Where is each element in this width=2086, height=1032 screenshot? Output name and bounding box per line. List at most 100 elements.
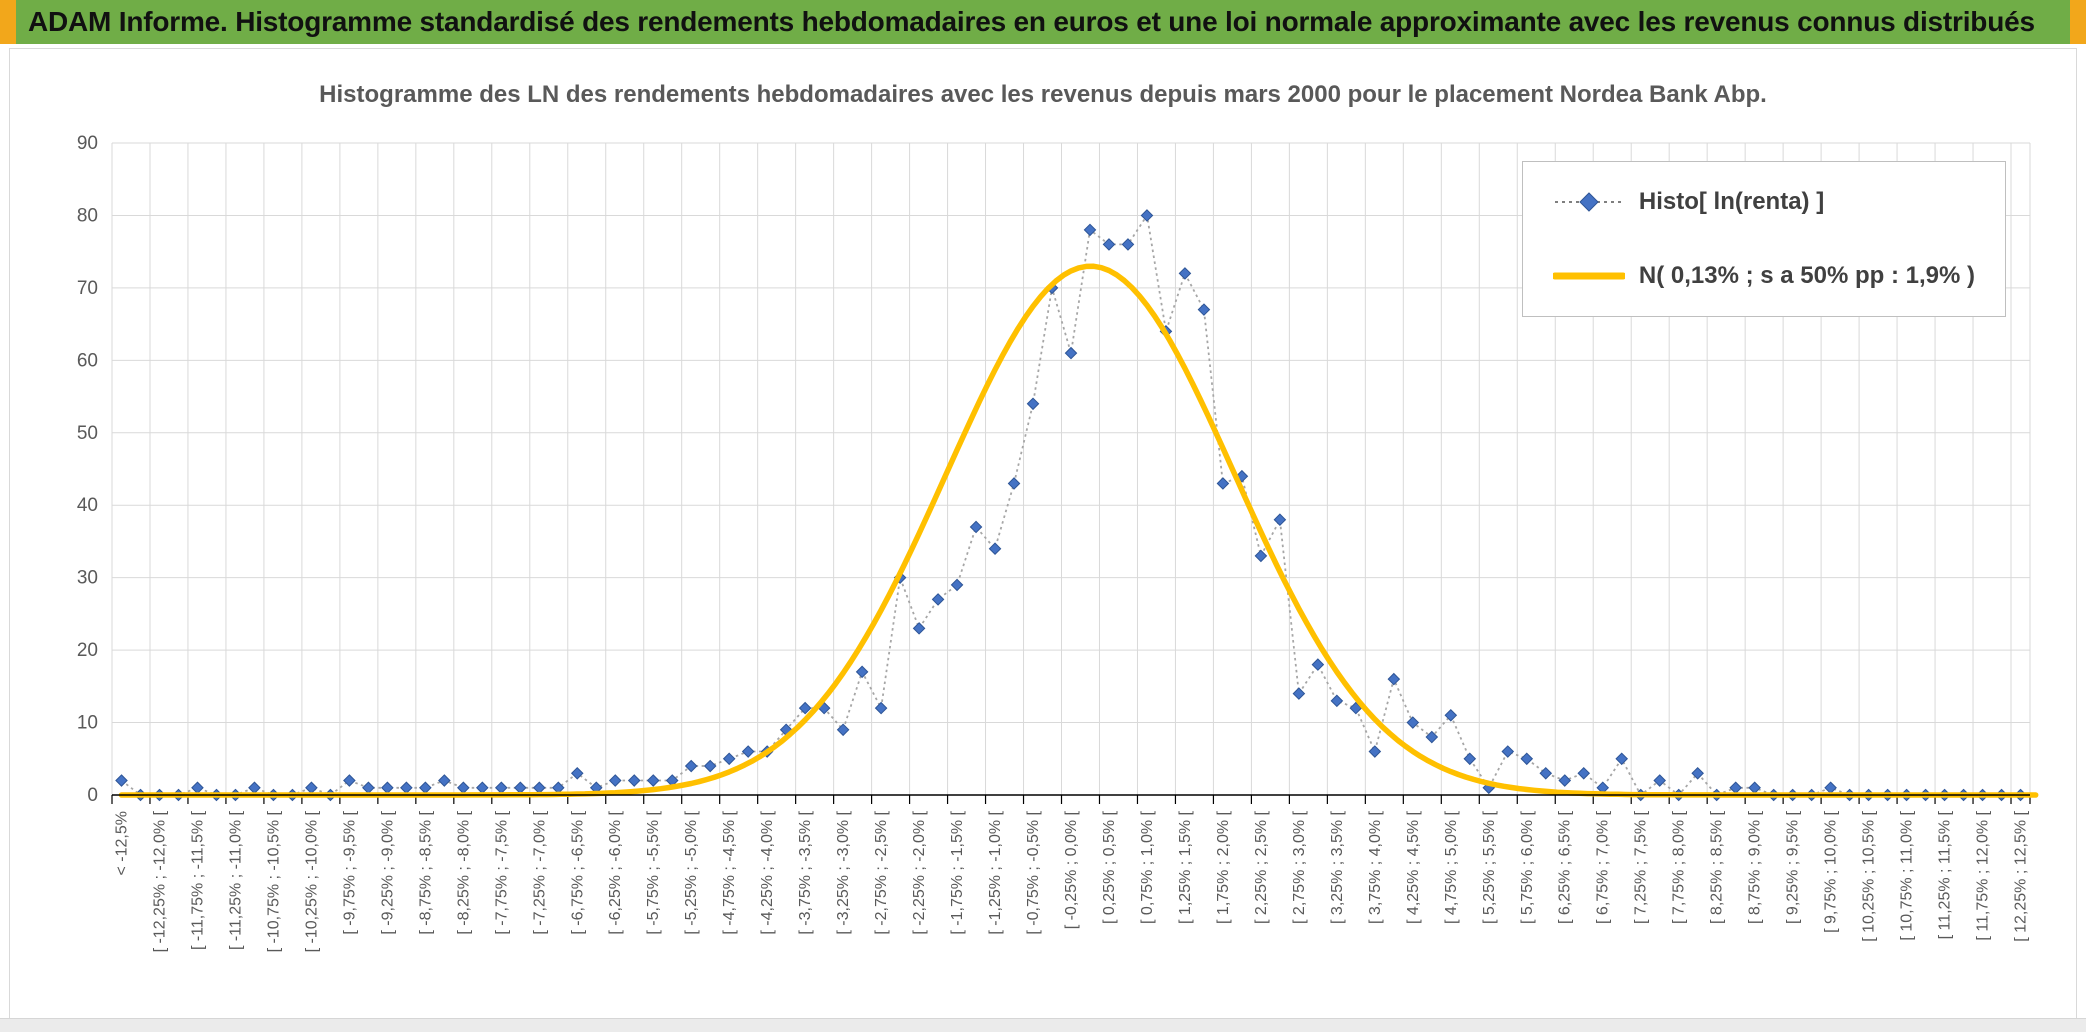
histogram-point — [874, 701, 888, 715]
chart-canvas: 0 10 20 30 40 50 60 70 80 90 < -12,5% [ -12,25% ; -… — [77, 133, 2039, 952]
svg-text:[ -7,25% ; -7,0% [: [ -7,25% ; -7,0% [ — [531, 810, 548, 934]
svg-text:[ 9,75% ; 10,0% [: [ 9,75% ; 10,0% [ — [1823, 810, 1840, 932]
svg-text:[ -0,25% ; 0,0% [: [ -0,25% ; 0,0% [ — [1063, 810, 1080, 929]
svg-text:[ 7,75% ; 8,0% [: [ 7,75% ; 8,0% [ — [1671, 810, 1688, 924]
svg-text:[ -10,75% ; -10,5% [: [ -10,75% ; -10,5% [ — [265, 810, 282, 952]
y-gridlines — [112, 142, 2030, 724]
svg-text:[ -2,75% ; -2,5% [: [ -2,75% ; -2,5% [ — [873, 810, 890, 934]
histogram-series-swatch — [1554, 192, 1623, 212]
histogram-point — [1425, 730, 1439, 744]
svg-text:[ 3,25% ; 3,5% [: [ 3,25% ; 3,5% [ — [1329, 810, 1346, 924]
histogram-point — [684, 759, 698, 773]
histogram-point — [191, 781, 204, 795]
svg-text:[ 6,25% ; 6,5% [: [ 6,25% ; 6,5% [ — [1557, 810, 1574, 924]
svg-text:[ 0,25% ; 0,5% [: [ 0,25% ; 0,5% [ — [1101, 810, 1118, 924]
histogram-point — [1216, 477, 1230, 490]
svg-text:[ 9,25% ; 9,5% [: [ 9,25% ; 9,5% [ — [1785, 810, 1802, 924]
svg-text:0: 0 — [87, 785, 98, 806]
histogram-point — [855, 665, 869, 679]
svg-text:[ 11,75% ; 12,0% [: [ 11,75% ; 12,0% [ — [1975, 810, 1992, 940]
histogram-point — [305, 781, 318, 795]
svg-text:[ -0,75% ; -0,5% [: [ -0,75% ; -0,5% [ — [1025, 810, 1042, 934]
svg-text:[ -6,75% ; -6,5% [: [ -6,75% ; -6,5% [ — [569, 810, 586, 934]
histogram-point — [438, 774, 451, 787]
svg-text:[ 10,25% ; 10,5% [: [ 10,25% ; 10,5% [ — [1861, 810, 1878, 941]
banner-accent-right — [2070, 0, 2086, 44]
histogram-point — [400, 781, 413, 795]
svg-text:[ -4,75% ; -4,5% [: [ -4,75% ; -4,5% [ — [721, 810, 738, 934]
histogram-point — [950, 578, 964, 592]
svg-text:[ -10,25% ; -10,0% [: [ -10,25% ; -10,0% [ — [303, 810, 320, 952]
svg-text:10: 10 — [77, 713, 98, 734]
svg-text:[ -4,25% ; -4,0% [: [ -4,25% ; -4,0% [ — [759, 810, 776, 934]
svg-text:[ -9,25% ; -9,0% [: [ -9,25% ; -9,0% [ — [379, 810, 396, 934]
histogram-point — [248, 781, 261, 795]
svg-text:[ 2,75% ; 3,0% [: [ 2,75% ; 3,0% [ — [1291, 810, 1308, 924]
histogram-point — [1273, 513, 1287, 527]
svg-text:[ 12,25% ; 12,5% [: [ 12,25% ; 12,5% [ — [2013, 810, 2030, 941]
x-gridlines — [111, 143, 2031, 795]
histogram-point — [1444, 709, 1458, 722]
svg-text:40: 40 — [77, 495, 98, 516]
histogram-point — [475, 781, 489, 795]
svg-text:[ -6,25% ; -6,0% [: [ -6,25% ; -6,0% [ — [607, 810, 624, 934]
histogram-point — [741, 745, 755, 758]
svg-text:[ -3,25% ; -3,0% [: [ -3,25% ; -3,0% [ — [835, 810, 852, 934]
chart-title: Histogramme des LN des rendements hebdom… — [319, 81, 1767, 108]
legend: Histo[ ln(renta) ] N( 0,13% ; s a 50% pp… — [1521, 161, 2006, 317]
histogram-point — [1729, 781, 1742, 795]
svg-text:< -12,5%: < -12,5% — [113, 811, 130, 875]
normal-curve-swatch — [1552, 272, 1625, 280]
histogram-point — [1406, 716, 1420, 729]
banner-body: ADAM Informe. Histogramme standardisé de… — [16, 0, 2070, 44]
svg-text:[ 4,75% ; 5,0% [: [ 4,75% ; 5,0% [ — [1443, 810, 1460, 924]
svg-text:[ 5,25% ; 5,5% [: [ 5,25% ; 5,5% [ — [1481, 810, 1498, 924]
svg-text:[ -3,75% ; -3,5% [: [ -3,75% ; -3,5% [ — [797, 810, 814, 934]
svg-text:[ 3,75% ; 4,0% [: [ 3,75% ; 4,0% [ — [1367, 810, 1384, 924]
svg-text:[ -8,25% ; -8,0% [: [ -8,25% ; -8,0% [ — [455, 810, 472, 934]
svg-text:80: 80 — [77, 205, 98, 226]
histogram-point — [343, 774, 356, 787]
histogram-point — [1368, 745, 1382, 758]
svg-text:[ -2,25% ; -2,0% [: [ -2,25% ; -2,0% [ — [911, 810, 928, 934]
histogram-point — [381, 781, 394, 795]
svg-text:[ -8,75% ; -8,5% [: [ -8,75% ; -8,5% [ — [417, 810, 434, 934]
svg-text:30: 30 — [77, 568, 98, 589]
histogram-point — [1140, 209, 1154, 222]
histogram-point — [722, 752, 736, 766]
histogram-point — [1311, 658, 1325, 671]
histogram-point — [1026, 397, 1040, 411]
svg-text:[ 5,75% ; 6,0% [: [ 5,75% ; 6,0% [ — [1519, 810, 1536, 924]
svg-text:[ 10,75% ; 11,0% [: [ 10,75% ; 11,0% [ — [1899, 810, 1916, 940]
svg-text:70: 70 — [77, 278, 98, 299]
x-tick-labels: < -12,5% [ -12,25% ; -12,0% [[ -11,75% ; … — [113, 810, 2029, 952]
histogram-point — [1691, 766, 1704, 780]
histogram-point — [988, 542, 1002, 555]
histogram-point — [608, 774, 622, 787]
svg-text:[ -5,25% ; -5,0% [: [ -5,25% ; -5,0% [ — [683, 810, 700, 934]
top-banner: ADAM Informe. Histogramme standardisé de… — [0, 0, 2086, 44]
y-tick-labels: 0 10 20 30 40 50 60 70 80 90 — [77, 133, 98, 806]
histogram-point — [1197, 303, 1211, 316]
svg-text:[ 4,25% ; 4,5% [: [ 4,25% ; 4,5% [ — [1405, 810, 1422, 924]
histogram-point — [1558, 774, 1572, 787]
legend-label-histogram: Histo[ ln(renta) ] — [1638, 188, 1825, 215]
histogram-point — [703, 759, 717, 773]
histogram-point — [1235, 469, 1249, 483]
svg-text:[ 8,75% ; 9,0% [: [ 8,75% ; 9,0% [ — [1747, 810, 1764, 924]
histogram-point — [1824, 781, 1837, 795]
svg-text:[ 11,25% ; 11,5% [: [ 11,25% ; 11,5% [ — [1937, 810, 1954, 939]
histogram-point — [627, 774, 641, 787]
svg-text:[ -5,75% ; -5,5% [: [ -5,75% ; -5,5% [ — [645, 810, 662, 934]
histogram-point — [1102, 238, 1116, 251]
histogram-point — [1007, 477, 1021, 490]
histogram-point — [646, 774, 660, 787]
legend-item-histogram: Histo[ ln(renta) ] — [1553, 188, 1975, 216]
svg-text:[ 7,25% ; 7,5% [: [ 7,25% ; 7,5% [ — [1633, 810, 1650, 924]
histogram-point — [1121, 238, 1135, 251]
histogram-point — [1539, 766, 1553, 780]
svg-text:[ -9,75% ; -9,5% [: [ -9,75% ; -9,5% [ — [341, 810, 358, 934]
histogram-point — [1387, 672, 1401, 686]
svg-text:20: 20 — [77, 640, 98, 661]
banner-title: ADAM Informe. Histogramme standardisé de… — [28, 6, 2035, 37]
